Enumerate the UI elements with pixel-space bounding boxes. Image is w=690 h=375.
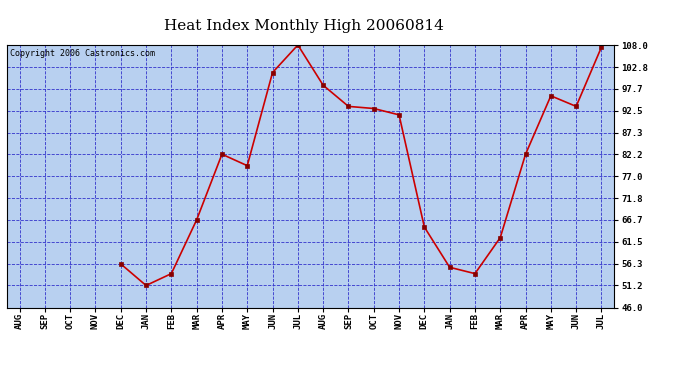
Text: Heat Index Monthly High 20060814: Heat Index Monthly High 20060814 [164, 19, 444, 33]
Text: Copyright 2006 Castronics.com: Copyright 2006 Castronics.com [10, 49, 155, 58]
